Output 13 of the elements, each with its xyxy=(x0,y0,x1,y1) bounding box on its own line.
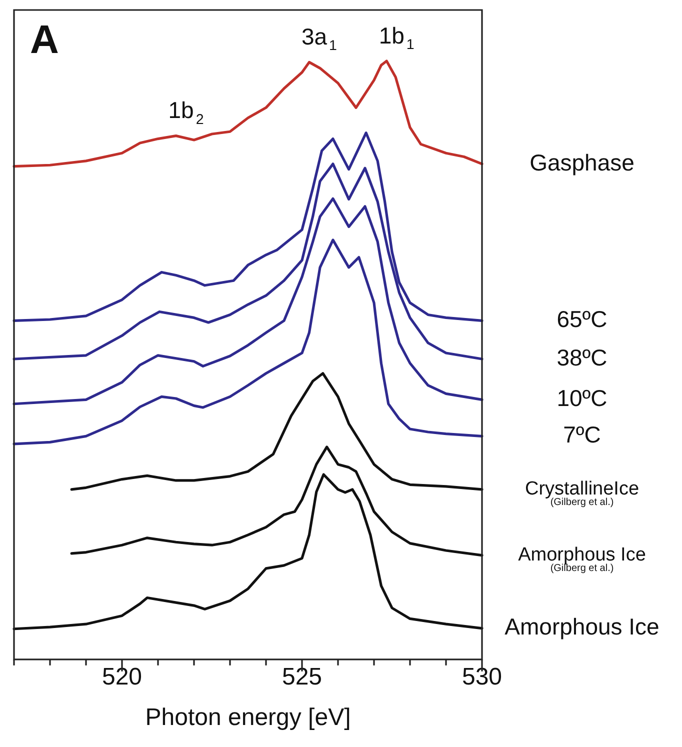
text: 10ºC xyxy=(556,385,608,412)
text: 65ºC xyxy=(556,306,608,332)
text: Gasphase xyxy=(530,149,634,176)
x-tick-label: 530 xyxy=(462,663,502,690)
series-label: Amorphous Ice xyxy=(504,614,660,640)
x-axis-title: Photon energy [eV] xyxy=(145,704,351,732)
annotation: A xyxy=(30,18,59,62)
x-tick-label: 520 xyxy=(102,663,142,690)
x-tick-label: 525 xyxy=(282,663,322,690)
text: 7ºC xyxy=(563,422,601,448)
series-label: Amorphous Ice (Gilberg et al.) xyxy=(518,544,646,574)
text: CrystallineIce (Gilberg et al.) xyxy=(524,478,640,508)
text: 38ºC xyxy=(556,344,608,370)
